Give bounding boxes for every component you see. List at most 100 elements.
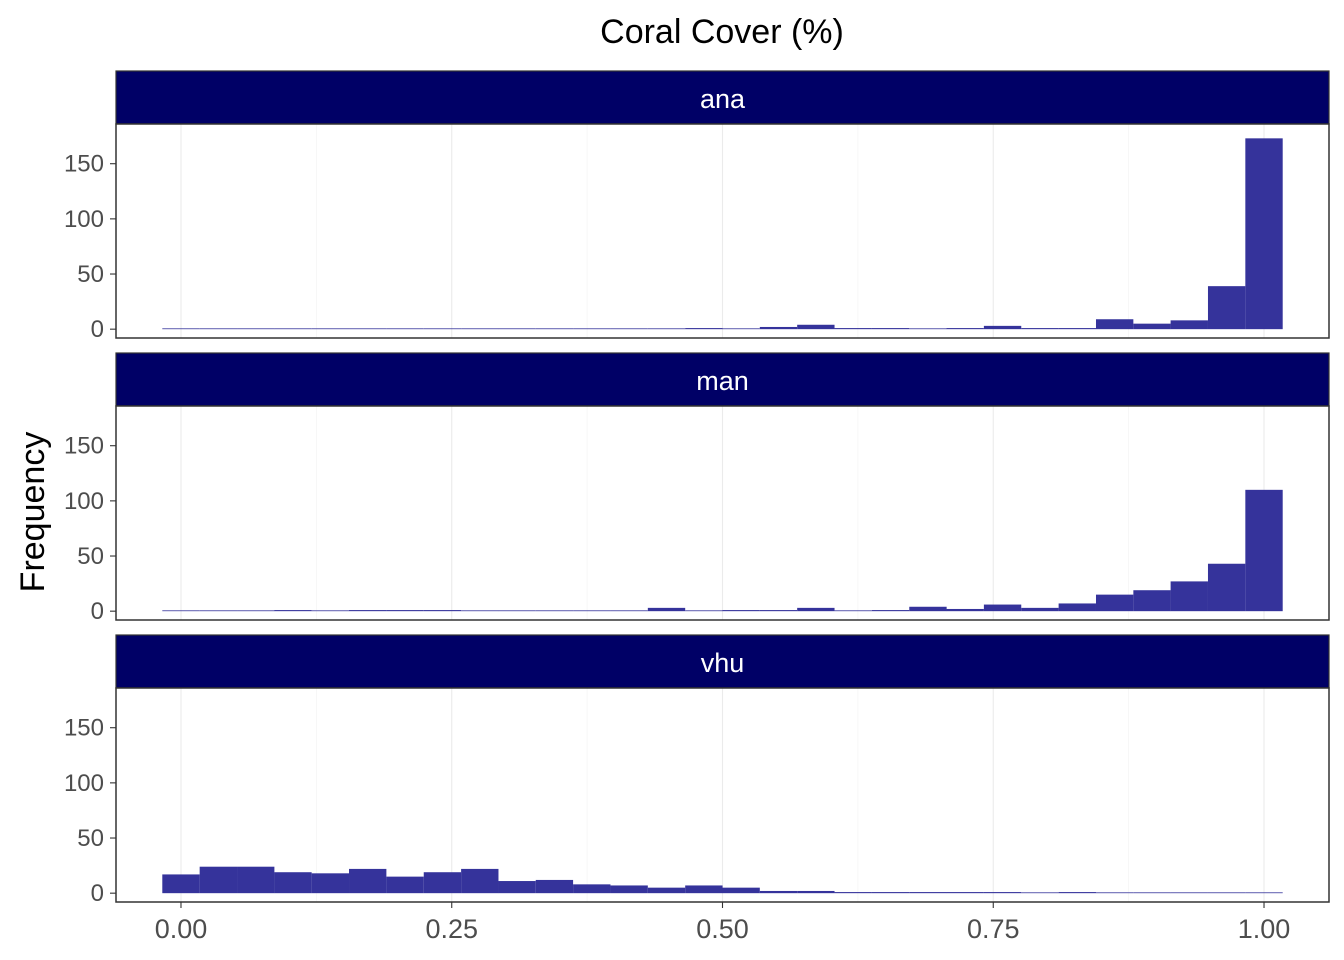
histogram-bar	[909, 892, 947, 894]
histogram-bar	[1245, 892, 1283, 894]
y-tick-label: 150	[64, 151, 104, 178]
facet-panel-ana: ana 0 50 100 150	[64, 70, 1330, 343]
facet-strip-label: ana	[700, 84, 746, 114]
facet-strip	[115, 70, 1330, 125]
histogram-bar	[722, 887, 760, 894]
histogram-bar	[423, 610, 462, 612]
histogram-bar	[1170, 892, 1208, 894]
histogram-bar	[1207, 892, 1246, 894]
histogram-bar	[946, 328, 984, 330]
histogram-bar	[1133, 323, 1171, 330]
histogram-bar	[461, 868, 499, 894]
histogram-bar	[199, 328, 238, 330]
histogram-bar	[909, 606, 947, 612]
y-tick-label: 50	[77, 261, 104, 288]
x-tick-label: 0.00	[155, 914, 208, 944]
y-tick-label: 0	[91, 598, 104, 625]
histogram-bar	[311, 328, 350, 330]
histogram-bar	[199, 610, 238, 612]
histogram-bar	[386, 610, 424, 612]
y-tick-label: 50	[77, 825, 104, 852]
histogram-bar	[834, 610, 872, 612]
y-tick-label: 150	[64, 433, 104, 460]
facet-panel-man: man 0 50 100 150	[64, 352, 1330, 625]
histogram-bar	[1207, 563, 1246, 612]
histogram-bar	[797, 607, 835, 612]
histogram-bar	[647, 887, 686, 894]
y-tick-label: 100	[64, 770, 104, 797]
histogram-bar	[423, 872, 462, 894]
histogram-bar	[1058, 892, 1096, 894]
histogram-bar	[498, 610, 536, 612]
facet-panels: ana 0 50 100 150 man 0 50 100 150 vhu 0 50 100 150	[64, 70, 1330, 907]
histogram-bar	[498, 328, 536, 330]
histogram-bar	[535, 328, 574, 330]
histogram-bar	[834, 328, 872, 330]
facet-strip	[115, 634, 1330, 689]
histogram-bar	[685, 885, 723, 894]
histogram-bar	[722, 610, 760, 612]
y-axis-label: Frequency	[14, 432, 52, 593]
histogram-bar	[909, 328, 947, 330]
histogram-bar	[871, 892, 910, 894]
histogram-bar	[685, 328, 723, 330]
histogram-bar	[797, 890, 835, 894]
histogram-bar	[311, 610, 350, 612]
histogram-bar	[647, 328, 686, 330]
facet-strip-label: man	[696, 366, 749, 396]
histogram-bar	[1133, 590, 1171, 612]
histogram-bar	[274, 328, 312, 330]
histogram-bar	[946, 892, 984, 894]
histogram-bar	[685, 610, 723, 612]
histogram-bar	[199, 866, 238, 894]
histogram-bar	[1245, 138, 1283, 330]
histogram-bar	[498, 881, 536, 894]
histogram-bar	[274, 872, 312, 894]
histogram-bar	[610, 610, 648, 612]
histogram-bar	[1170, 581, 1208, 612]
histogram-bar	[871, 610, 910, 612]
histogram-bar	[983, 604, 1022, 612]
histogram-bar	[1058, 603, 1096, 612]
histogram-bar	[1207, 286, 1246, 330]
x-tick-label: 1.00	[1238, 914, 1291, 944]
histogram-bar	[162, 610, 200, 612]
y-tick-label: 100	[64, 206, 104, 233]
histogram-bar	[610, 328, 648, 330]
histogram-bar	[349, 610, 387, 612]
histogram-bar	[311, 873, 350, 894]
x-axis: 0.00 0.25 0.50 0.75 1.00	[155, 902, 1291, 944]
y-tick-label: 0	[91, 316, 104, 343]
histogram-bar	[461, 610, 499, 612]
histogram-bar	[647, 607, 686, 612]
histogram-bar	[983, 892, 1022, 894]
histogram-bar	[983, 325, 1022, 330]
histogram-bar	[423, 328, 462, 330]
facet-strip-label: vhu	[701, 648, 745, 678]
histogram-bar	[871, 328, 910, 330]
histogram-bar	[722, 328, 760, 330]
histogram-bar	[535, 879, 574, 894]
histogram-bar	[461, 328, 499, 330]
histogram-bar	[1058, 328, 1096, 330]
histogram-bar	[237, 328, 275, 330]
histogram-bar	[535, 610, 574, 612]
y-tick-label: 150	[64, 715, 104, 742]
histogram-bar	[610, 885, 648, 894]
panel-border	[115, 123, 1330, 339]
histogram-bar	[834, 892, 872, 894]
histogram-bar	[162, 328, 200, 330]
histogram-bar	[573, 610, 611, 612]
histogram-bar	[1095, 319, 1134, 330]
histogram-bar	[946, 608, 984, 612]
histogram-bar	[1095, 892, 1134, 894]
x-tick-label: 0.25	[425, 914, 478, 944]
histogram-bar	[1095, 594, 1134, 612]
histogram-bar	[1021, 607, 1059, 612]
histogram-bar	[386, 328, 424, 330]
histogram-bar	[573, 328, 611, 330]
histogram-bar	[1245, 489, 1283, 612]
histogram-bar	[1021, 328, 1059, 330]
x-tick-label: 0.50	[696, 914, 749, 944]
